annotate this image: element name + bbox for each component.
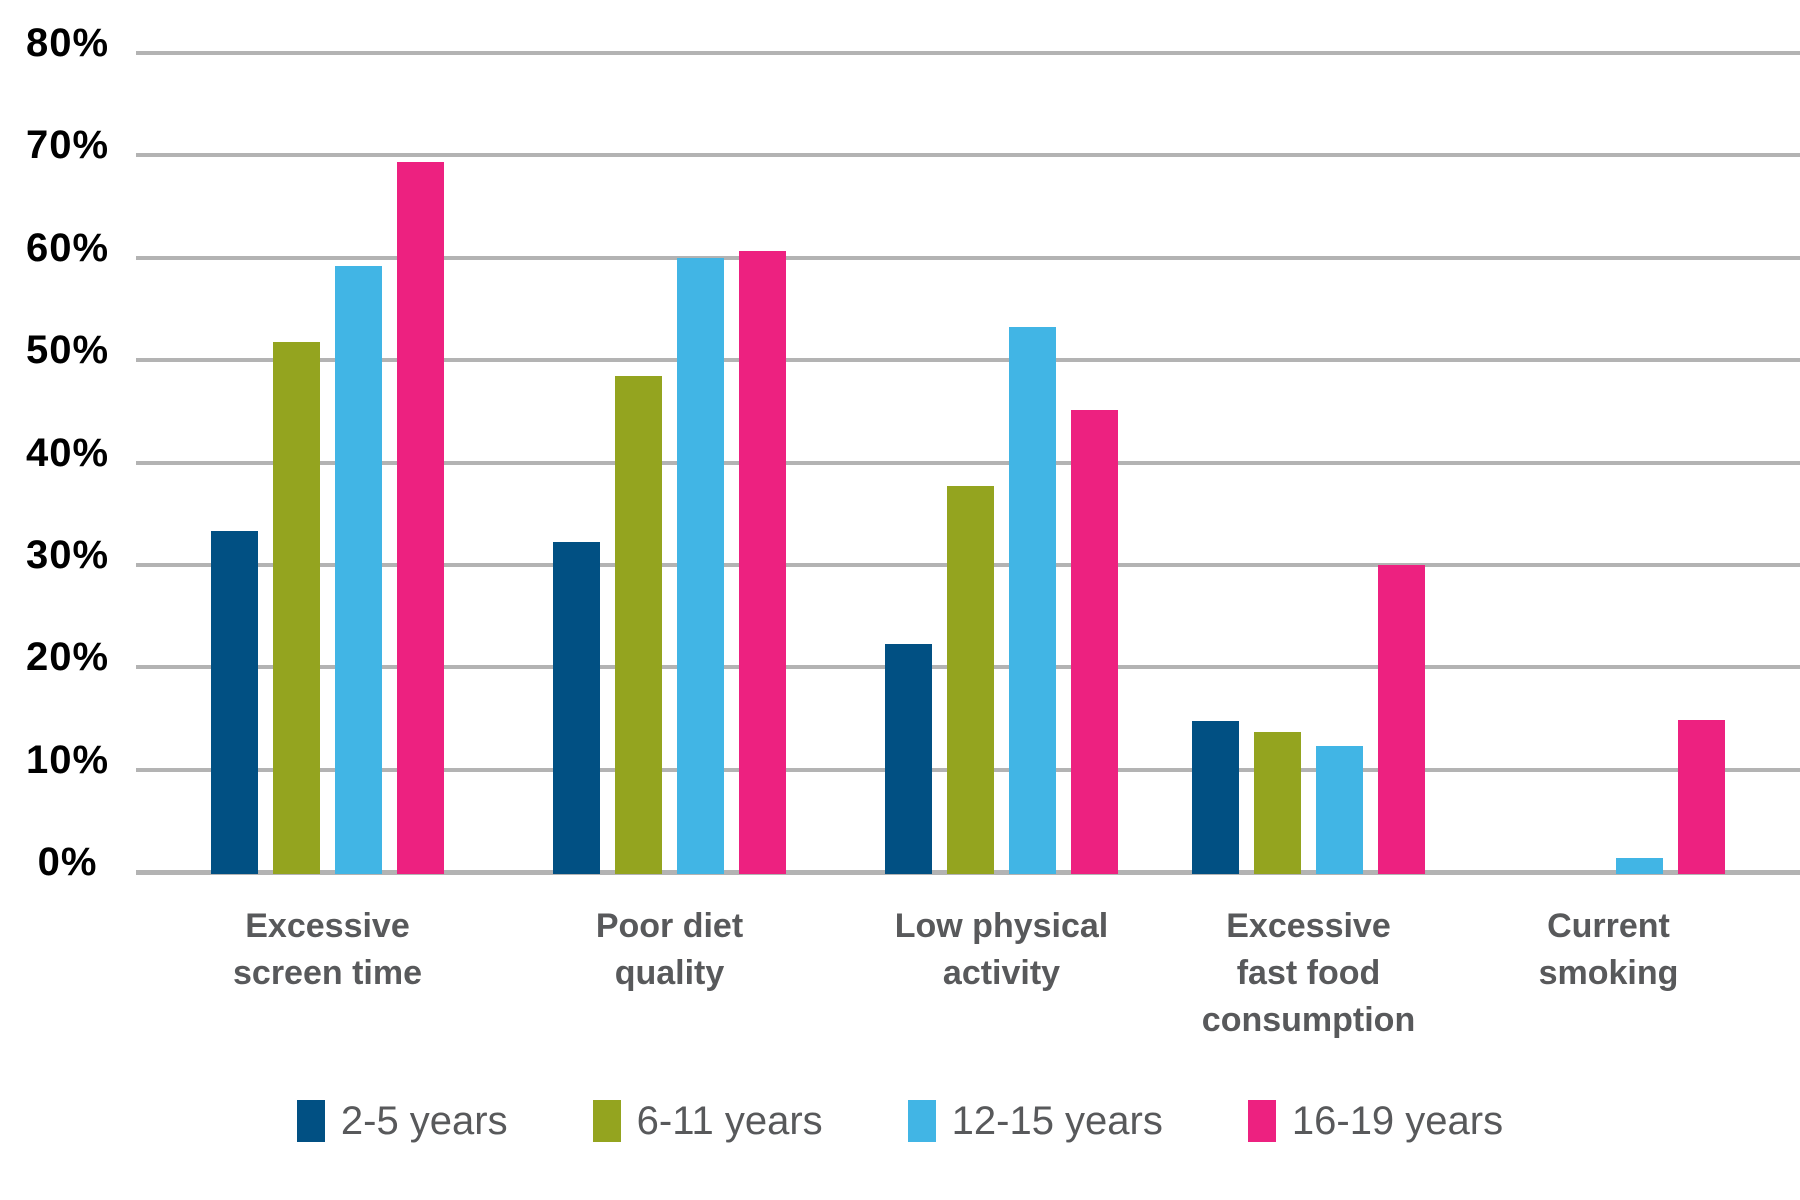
y-tick-label-70pct: 70% bbox=[25, 123, 110, 168]
category-label-line: consumption bbox=[1201, 1001, 1416, 1039]
gridline-40pct bbox=[136, 460, 1800, 465]
bar-6-11-years-excessive-fast-food-consumption bbox=[1254, 731, 1301, 874]
legend-swatch-16-19-years bbox=[1247, 1100, 1276, 1142]
bar-16-19-years-current-smoking bbox=[1678, 720, 1725, 874]
y-tick-label-80pct: 80% bbox=[25, 21, 110, 65]
bar-6-11-years-poor-diet-quality bbox=[615, 376, 662, 874]
y-tick-label-60pct: 60% bbox=[25, 225, 110, 270]
bar-12-15-years-poor-diet-quality bbox=[677, 257, 724, 874]
y-tick-label-50pct: 50% bbox=[25, 328, 110, 373]
category-label-line: Current bbox=[1547, 907, 1670, 945]
gridline-70pct bbox=[136, 153, 1800, 158]
category-label-line: smoking bbox=[1538, 954, 1679, 992]
legend-item-16-19-years: 16-19 years bbox=[1247, 1099, 1504, 1143]
legend-swatch-2-5-years bbox=[296, 1100, 325, 1142]
legend-label-6-11-years: 6-11 years bbox=[636, 1099, 823, 1143]
category-label-low-physical-activity: Low physical activity bbox=[832, 903, 1172, 997]
bar-6-11-years-low-physical-activity bbox=[947, 485, 994, 874]
y-tick-label-10pct: 10% bbox=[25, 737, 110, 782]
bar-16-19-years-poor-diet-quality bbox=[739, 250, 786, 874]
bar-2-5-years-excessive-screen-time bbox=[211, 531, 258, 874]
gridline-60pct bbox=[136, 255, 1800, 260]
y-tick-label-30pct: 30% bbox=[25, 532, 110, 577]
bar-6-11-years-excessive-screen-time bbox=[273, 341, 320, 874]
category-label-line: Excessive bbox=[245, 907, 410, 945]
legend-swatch-6-11-years bbox=[592, 1100, 621, 1142]
category-label-current-smoking: Current smoking bbox=[1439, 903, 1779, 997]
bar-12-15-years-excessive-screen-time bbox=[335, 265, 382, 874]
bar-16-19-years-low-physical-activity bbox=[1071, 410, 1118, 874]
category-label-excessive-fast-food-consumption: Excessive fast food consumption bbox=[1139, 903, 1479, 1044]
legend-label-12-15-years: 12-15 years bbox=[951, 1099, 1163, 1143]
category-label-line: fast food bbox=[1236, 954, 1381, 992]
legend-label-2-5-years: 2-5 years bbox=[340, 1099, 508, 1143]
category-label-line: quality bbox=[614, 954, 725, 992]
y-tick-label-40pct: 40% bbox=[25, 430, 110, 475]
chart-legend: 2-5 years 6-11 years 12-15 years 16-19 year… bbox=[0, 1100, 1800, 1150]
legend-item-2-5-years: 2-5 years bbox=[296, 1099, 508, 1143]
y-tick-label-20pct: 20% bbox=[25, 635, 110, 680]
category-label-line: screen time bbox=[233, 954, 422, 992]
category-label-line: Excessive bbox=[1226, 907, 1391, 945]
legend-swatch-12-15-years bbox=[907, 1100, 936, 1142]
category-label-line: activity bbox=[942, 954, 1061, 992]
category-label-excessive-screen-time: Excessive screen time bbox=[158, 903, 498, 997]
category-label-line: Poor diet bbox=[595, 907, 744, 945]
legend-label-16-19-years: 16-19 years bbox=[1291, 1099, 1504, 1143]
gridline-50pct bbox=[136, 358, 1800, 363]
bar-12-15-years-excessive-fast-food-consumption bbox=[1316, 746, 1363, 874]
bar-16-19-years-excessive-fast-food-consumption bbox=[1378, 564, 1425, 874]
category-label-poor-diet-quality: Poor diet quality bbox=[500, 903, 840, 997]
legend-item-6-11-years: 6-11 years bbox=[592, 1099, 823, 1143]
bar-16-19-years-excessive-screen-time bbox=[397, 162, 444, 874]
gridline-80pct bbox=[136, 51, 1800, 55]
bar-12-15-years-current-smoking bbox=[1616, 857, 1663, 874]
bar-2-5-years-low-physical-activity bbox=[885, 643, 932, 874]
bar-2-5-years-poor-diet-quality bbox=[553, 542, 600, 874]
legend-item-12-15-years: 12-15 years bbox=[907, 1099, 1163, 1143]
category-label-line: Low physical bbox=[894, 907, 1109, 945]
bar-12-15-years-low-physical-activity bbox=[1009, 327, 1056, 874]
y-tick-label-0pct: 0% bbox=[37, 840, 98, 884]
bar-2-5-years-excessive-fast-food-consumption bbox=[1192, 721, 1239, 874]
